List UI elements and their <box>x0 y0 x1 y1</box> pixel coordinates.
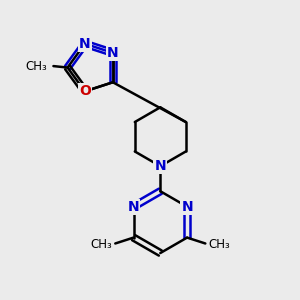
Text: O: O <box>79 84 91 98</box>
Text: N: N <box>154 159 166 173</box>
Text: CH₃: CH₃ <box>208 238 230 251</box>
Text: CH₃: CH₃ <box>91 238 112 251</box>
Text: N: N <box>181 200 193 214</box>
Text: CH₃: CH₃ <box>26 60 47 73</box>
Text: N: N <box>128 200 139 214</box>
Text: N: N <box>79 37 91 51</box>
Text: N: N <box>107 46 118 60</box>
